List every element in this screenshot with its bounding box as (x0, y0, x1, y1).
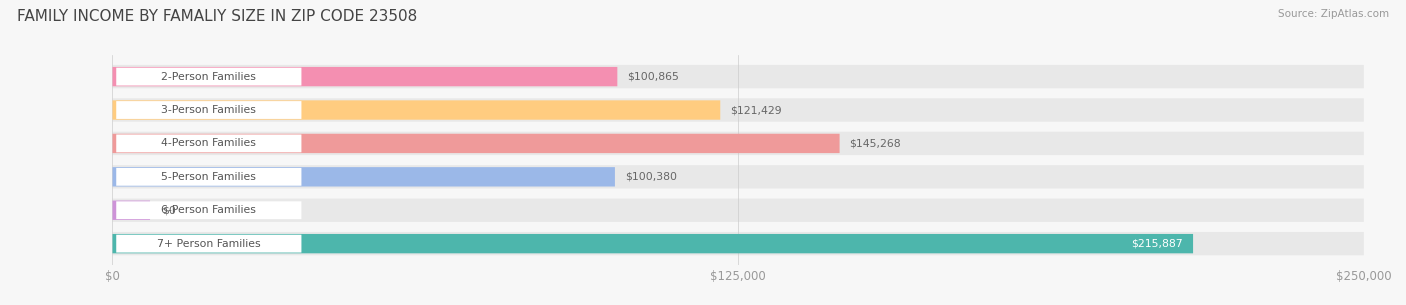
FancyBboxPatch shape (112, 232, 1364, 255)
FancyBboxPatch shape (112, 67, 617, 86)
FancyBboxPatch shape (112, 65, 1364, 88)
FancyBboxPatch shape (112, 199, 1364, 222)
Text: 5-Person Families: 5-Person Families (162, 172, 256, 182)
Text: Source: ZipAtlas.com: Source: ZipAtlas.com (1278, 9, 1389, 19)
Text: 2-Person Families: 2-Person Families (162, 72, 256, 82)
FancyBboxPatch shape (112, 132, 1364, 155)
FancyBboxPatch shape (112, 134, 839, 153)
Text: FAMILY INCOME BY FAMALIY SIZE IN ZIP CODE 23508: FAMILY INCOME BY FAMALIY SIZE IN ZIP COD… (17, 9, 418, 24)
FancyBboxPatch shape (112, 165, 1364, 188)
Text: 7+ Person Families: 7+ Person Families (157, 239, 260, 249)
FancyBboxPatch shape (112, 201, 150, 220)
Text: $121,429: $121,429 (730, 105, 782, 115)
Text: 3-Person Families: 3-Person Families (162, 105, 256, 115)
FancyBboxPatch shape (117, 201, 301, 219)
FancyBboxPatch shape (117, 235, 301, 253)
FancyBboxPatch shape (117, 101, 301, 119)
Text: $100,380: $100,380 (624, 172, 676, 182)
FancyBboxPatch shape (117, 168, 301, 186)
FancyBboxPatch shape (112, 234, 1194, 253)
FancyBboxPatch shape (112, 100, 720, 120)
Text: $0: $0 (163, 205, 176, 215)
FancyBboxPatch shape (112, 98, 1364, 122)
Text: $145,268: $145,268 (849, 138, 901, 149)
FancyBboxPatch shape (117, 68, 301, 85)
Text: 4-Person Families: 4-Person Families (162, 138, 256, 149)
FancyBboxPatch shape (117, 135, 301, 152)
Text: $215,887: $215,887 (1132, 239, 1182, 249)
Text: $100,865: $100,865 (627, 72, 679, 82)
Text: 6-Person Families: 6-Person Families (162, 205, 256, 215)
FancyBboxPatch shape (112, 167, 614, 187)
